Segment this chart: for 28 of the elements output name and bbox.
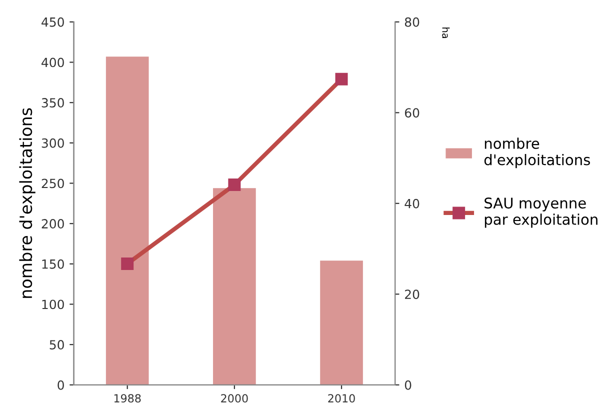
- legend-label: SAU moyenne par exploitation: [484, 198, 598, 228]
- y-tick-label: 150: [42, 259, 64, 269]
- y-tick-label: 450: [42, 17, 64, 27]
- point: [228, 178, 241, 192]
- x-tick-label: 2010: [328, 394, 355, 403]
- y2-axis-title: ha: [442, 28, 450, 38]
- y-tick-label: 400: [42, 58, 64, 68]
- bar: [213, 188, 256, 385]
- y2-tick-label: 20: [405, 290, 420, 300]
- y-axis-title: nombre d'exploitations: [19, 108, 36, 298]
- y-tick-label: 0: [58, 380, 64, 390]
- y-tick-label: 100: [42, 300, 64, 310]
- y-tick-label: 50: [50, 340, 64, 350]
- bar: [106, 56, 149, 385]
- y-tick-label: 350: [42, 98, 64, 108]
- y-tick-label: 200: [42, 219, 64, 228]
- y-tick-label: 250: [42, 178, 64, 188]
- point: [121, 258, 134, 270]
- legend-label: nombre d'exploitations: [484, 138, 590, 168]
- x-tick-label: 2000: [221, 394, 248, 403]
- y-tick-label: 300: [42, 138, 64, 148]
- bar: [320, 260, 363, 385]
- point: [335, 72, 348, 86]
- x-tick-label: 1988: [114, 394, 141, 403]
- y2-tick-label: 0: [404, 380, 412, 390]
- y2-tick-label: 80: [404, 17, 420, 27]
- y2-tick-label: 60: [404, 108, 420, 118]
- y2-tick-label: 40: [404, 198, 420, 208]
